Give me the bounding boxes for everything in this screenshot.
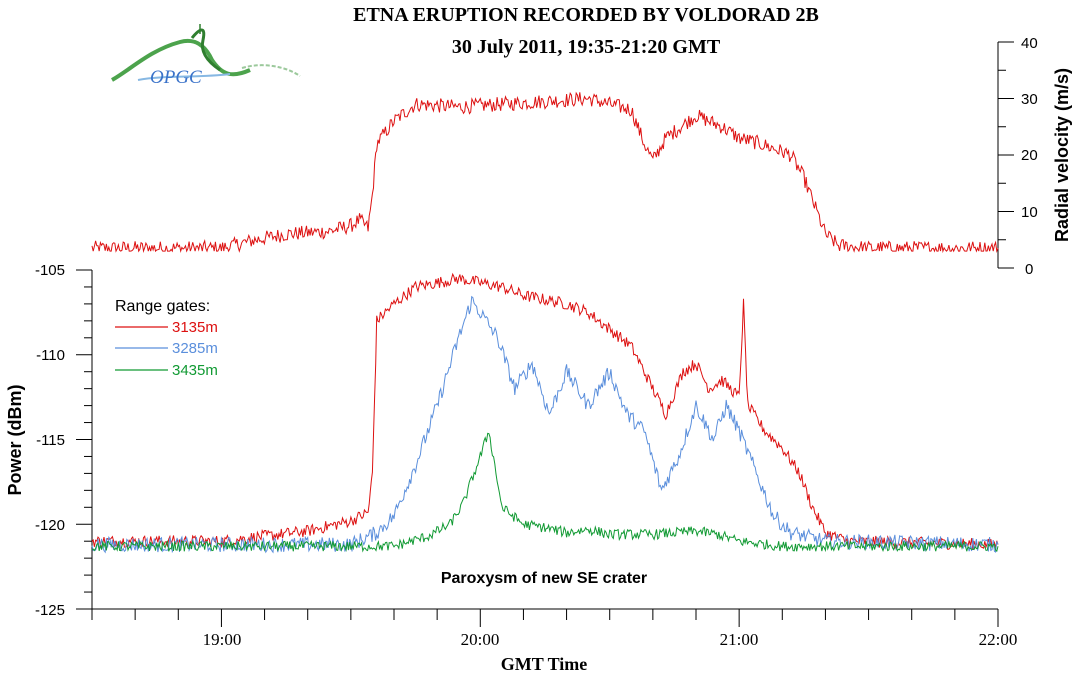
power-tick-105: -105 [35, 262, 65, 279]
velocity-axis-title: Radial velocity (m/s) [1052, 68, 1072, 242]
legend: Range gates: 3135m 3285m 3435m [115, 298, 218, 379]
opgc-logo: OPGC [111, 24, 301, 88]
power-y-axis: -105 -110 -115 -120 -125 Power (dBm) [5, 262, 93, 619]
velocity-tick-10: 10 [1021, 204, 1038, 221]
power-tick-110: -110 [36, 347, 65, 364]
power-tick-120: -120 [35, 517, 65, 534]
legend-label-3285m: 3285m [172, 340, 218, 357]
x-axis-title: GMT Time [501, 654, 588, 674]
velocity-y-axis: 0 10 20 30 40 Radial velocity (m/s) [997, 35, 1072, 278]
legend-label-3135m: 3135m [172, 319, 218, 336]
chart-title: ETNA ERUPTION RECORDED BY VOLDORAD 2B [353, 4, 819, 26]
power-tick-115: -115 [36, 432, 65, 449]
power-axis-title: Power (dBm) [5, 384, 25, 495]
power-line-3285m [91, 295, 999, 554]
x-tick-2100: 21:00 [720, 630, 759, 649]
power-line-3435m [91, 432, 999, 553]
legend-title: Range gates: [115, 298, 210, 315]
power-tick-125: -125 [35, 602, 65, 619]
annotation: Paroxysm of new SE crater [441, 570, 647, 587]
x-tick-1900: 19:00 [203, 630, 242, 649]
x-tick-2000: 20:00 [461, 630, 500, 649]
x-tick-2200: 22:00 [979, 630, 1018, 649]
chart-subtitle: 30 July 2011, 19:35-21:20 GMT [452, 36, 721, 58]
velocity-tick-0: 0 [1025, 261, 1033, 278]
velocity-tick-30: 30 [1021, 91, 1038, 108]
velocity-line [91, 91, 999, 254]
velocity-tick-40: 40 [1021, 35, 1038, 52]
x-axis: 19:00 20:00 21:00 22:00 GMT Time [91, 608, 1018, 674]
power-line-3135m [91, 272, 999, 550]
legend-label-3435m: 3435m [172, 362, 218, 379]
svg-text:OPGC: OPGC [150, 67, 202, 88]
velocity-tick-20: 20 [1021, 147, 1038, 164]
